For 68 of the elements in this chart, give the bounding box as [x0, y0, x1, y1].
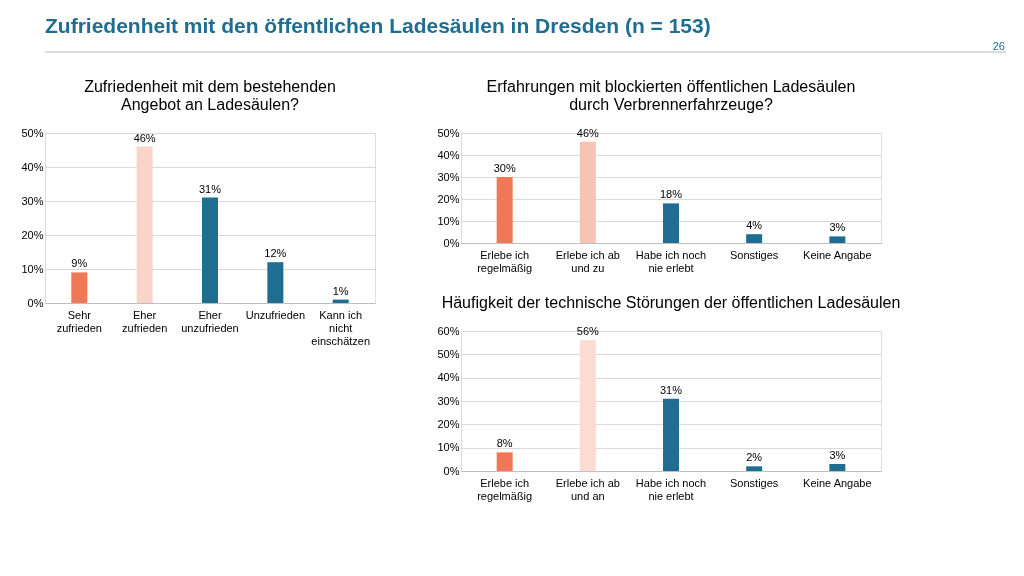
y-tick-label: 10% [437, 441, 460, 454]
y-tick-label: 10% [437, 214, 460, 227]
data-label: 56% [576, 325, 600, 338]
bar [202, 197, 218, 303]
data-label: 1% [332, 284, 349, 297]
text: 26 [992, 40, 1005, 52]
bar [71, 272, 88, 303]
y-tick-label: 0% [443, 464, 460, 477]
bar [496, 452, 513, 471]
y-tick-label: 40% [21, 160, 44, 173]
y-tick-label: 30% [437, 394, 460, 407]
x-tick-label: Habe ich noch nie erlebt [635, 476, 707, 502]
x-tick-label: Erlebe ich ab und an [555, 476, 620, 502]
data-label: 18% [659, 188, 683, 201]
x-tick-label: Eher unzufrieden [181, 308, 239, 334]
text: Zufriedenheit mit den öffentlichen Ladesäulen in Dresden (n = 153) [45, 14, 711, 37]
data-label: 9% [71, 257, 88, 270]
data-label: 4% [746, 219, 763, 232]
y-tick-label: 40% [437, 371, 460, 384]
data-label: 46% [133, 131, 156, 144]
y-tick-label: 50% [437, 347, 460, 360]
x-tick-label: Sehr zufrieden [56, 308, 102, 334]
bar [579, 141, 596, 243]
y-tick-label: 20% [21, 228, 44, 241]
x-tick-label: Kann ich nicht einschätzen [311, 308, 371, 347]
bar [496, 177, 513, 243]
data-label: 3% [829, 221, 846, 234]
chart-title: Zufriedenheit mit dem bestehenden Angebot an Ladesäulen? [84, 78, 336, 113]
chart-title: Häufigkeit der technische Störungen der öffentlichen Ladesäulen [441, 294, 901, 311]
y-tick-label: 60% [437, 324, 460, 337]
y-tick-label: 40% [437, 148, 460, 161]
y-tick-label: 10% [21, 262, 44, 275]
data-label: 46% [576, 126, 600, 139]
data-label: 3% [829, 449, 846, 461]
y-tick-label: 50% [437, 126, 460, 139]
y-tick-label: 0% [27, 296, 44, 309]
x-tick-label: Keine Angabe [803, 476, 872, 489]
data-label: 31% [659, 383, 683, 396]
bar [267, 262, 284, 303]
y-tick-label: 20% [437, 192, 460, 205]
data-label: 8% [496, 437, 513, 450]
data-label: 12% [264, 247, 287, 260]
y-tick-label: 30% [21, 194, 44, 207]
y-tick-label: 30% [437, 170, 460, 183]
data-label: 30% [493, 162, 516, 174]
data-label: 31% [198, 182, 222, 195]
x-tick-label: Keine Angabe [803, 248, 872, 261]
x-tick-label: Sonstiges [730, 476, 779, 489]
bar [746, 234, 763, 243]
bar [829, 236, 846, 243]
chart-title: Erfahrungen mit blockierten öffentlichen Ladesäulen durch Verbrennerfahrzeuge? [486, 78, 856, 113]
x-tick-label: Erlebe ich regelmäßig [477, 476, 533, 502]
data-label: 2% [746, 451, 763, 464]
bar [579, 340, 596, 471]
x-tick-label: Erlebe ich ab und zu [555, 248, 620, 274]
x-tick-label: Sonstiges [730, 248, 779, 261]
bar [136, 146, 153, 303]
bar [829, 464, 846, 471]
x-tick-label: Unzufrieden [245, 308, 306, 321]
bar [746, 466, 763, 471]
y-tick-label: 50% [21, 126, 44, 139]
x-tick-label: Habe ich noch nie erlebt [635, 248, 707, 274]
y-tick-label: 20% [437, 417, 460, 430]
x-tick-label: Eher zufrieden [122, 308, 168, 334]
y-tick-label: 0% [443, 236, 460, 249]
bar [663, 398, 679, 471]
x-tick-label: Erlebe ich regelmäßig [477, 248, 533, 274]
bar [663, 203, 679, 243]
